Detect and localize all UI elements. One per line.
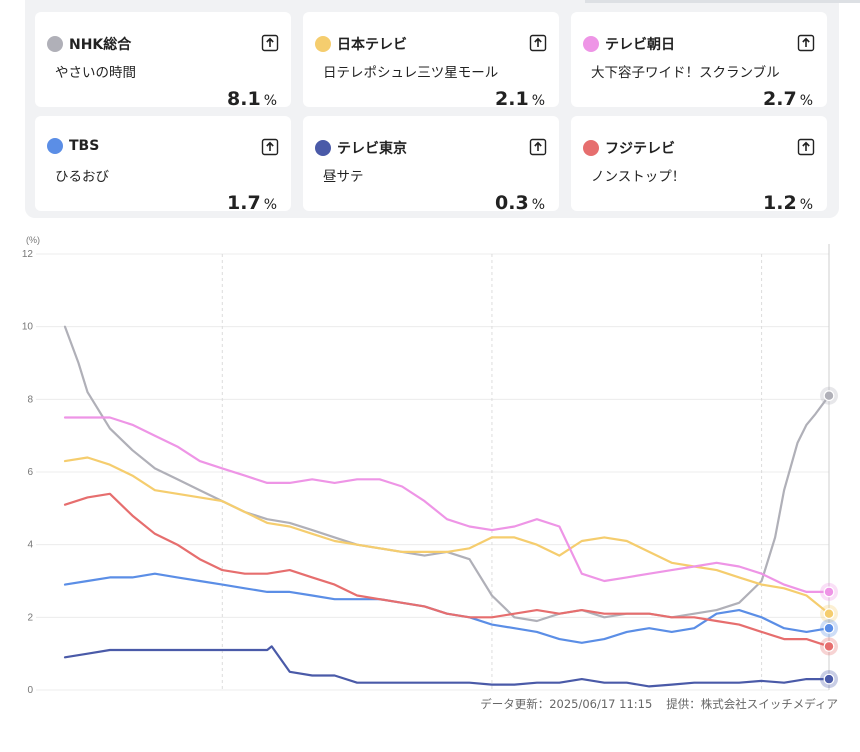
channel-card-tvtokyo[interactable]: テレビ東京 昼サテ 0.3% bbox=[303, 116, 559, 214]
card-header: テレビ東京 bbox=[315, 138, 407, 158]
chart-endpoints bbox=[820, 386, 838, 689]
channel-name: NHK総合 bbox=[69, 37, 132, 53]
chart-footer: データ更新：2025/06/17 11:15 提供：株式会社スイッチメディア bbox=[466, 696, 838, 712]
endpoint-marker bbox=[823, 390, 835, 402]
channel-color-dot bbox=[583, 36, 599, 52]
card-header: 日本テレビ bbox=[315, 34, 407, 54]
rating-unit: % bbox=[263, 93, 277, 109]
y-tick-label: 10 bbox=[22, 322, 34, 333]
share-icon[interactable] bbox=[529, 138, 547, 156]
series-line bbox=[63, 325, 831, 623]
provider-text: 提供：株式会社スイッチメディア bbox=[666, 697, 838, 711]
card-header: NHK総合 bbox=[47, 34, 131, 54]
channel-card-tvasahi[interactable]: テレビ朝日 大下容子ワイド！スクランブル 2.7% bbox=[571, 12, 827, 110]
channel-name: フジテレビ bbox=[605, 141, 675, 157]
chart-series bbox=[63, 325, 831, 688]
card-header: TBS bbox=[47, 138, 99, 154]
y-tick-label: 12 bbox=[22, 249, 34, 260]
chart-grid bbox=[36, 244, 830, 691]
channel-card-fujitv[interactable]: フジテレビ ノンストップ！ 1.2% bbox=[571, 116, 827, 214]
rating-number: 2.1 bbox=[495, 88, 529, 110]
program-title: やさいの時間 bbox=[55, 65, 136, 81]
series-line bbox=[63, 456, 831, 615]
y-tick-label: 2 bbox=[27, 612, 33, 623]
y-tick-label: 8 bbox=[27, 394, 33, 405]
share-icon[interactable] bbox=[261, 138, 279, 156]
share-icon[interactable] bbox=[797, 34, 815, 52]
program-title: ノンストップ！ bbox=[591, 169, 686, 185]
series-line bbox=[63, 572, 831, 644]
channel-color-dot bbox=[47, 138, 63, 154]
rating-number: 0.3 bbox=[495, 192, 529, 214]
rating-unit: % bbox=[263, 197, 277, 213]
rating-number: 2.7 bbox=[763, 88, 797, 110]
rating-unit: % bbox=[531, 197, 545, 213]
share-icon[interactable] bbox=[261, 34, 279, 52]
rating-unit: % bbox=[799, 93, 813, 109]
channel-name: テレビ東京 bbox=[337, 141, 407, 157]
rating-value: 8.1% bbox=[227, 88, 277, 110]
channel-card-tbs[interactable]: TBS ひるおび 1.7% bbox=[35, 116, 291, 214]
series-line bbox=[63, 416, 831, 593]
channel-color-dot bbox=[315, 140, 331, 156]
program-title: 日テレポシュレ三ツ星モール bbox=[323, 65, 499, 81]
series-line bbox=[63, 492, 831, 648]
program-title: 大下容子ワイド！スクランブル bbox=[591, 65, 780, 81]
endpoint-marker bbox=[823, 673, 835, 685]
rating-value: 2.7% bbox=[763, 88, 813, 110]
channel-card-nhk[interactable]: NHK総合 やさいの時間 8.1% bbox=[35, 12, 291, 110]
data-updated-text: データ更新：2025/06/17 11:15 bbox=[480, 697, 653, 711]
rating-unit: % bbox=[531, 93, 545, 109]
card-header: テレビ朝日 bbox=[583, 34, 675, 54]
panel-top-edge bbox=[585, 0, 860, 3]
endpoint-marker bbox=[823, 608, 835, 620]
rating-value: 0.3% bbox=[495, 192, 545, 214]
channel-card-ntv[interactable]: 日本テレビ 日テレポシュレ三ツ星モール 2.1% bbox=[303, 12, 559, 110]
program-title: ひるおび bbox=[55, 169, 109, 185]
series-line bbox=[63, 645, 831, 688]
channel-color-dot bbox=[583, 140, 599, 156]
rating-number: 8.1 bbox=[227, 88, 261, 110]
share-icon[interactable] bbox=[529, 34, 547, 52]
rating-value: 1.2% bbox=[763, 192, 813, 214]
rating-number: 1.7 bbox=[227, 192, 261, 214]
card-header: フジテレビ bbox=[583, 138, 675, 158]
program-title: 昼サテ bbox=[323, 169, 364, 185]
share-icon[interactable] bbox=[797, 138, 815, 156]
endpoint-marker bbox=[823, 586, 835, 598]
endpoint-marker bbox=[823, 622, 835, 634]
y-axis-unit-label: (%) bbox=[26, 235, 40, 245]
channel-color-dot bbox=[315, 36, 331, 52]
y-tick-label: 6 bbox=[27, 467, 33, 478]
channel-color-dot bbox=[47, 36, 63, 52]
y-tick-label: 0 bbox=[27, 685, 33, 696]
rating-unit: % bbox=[799, 197, 813, 213]
channel-name: テレビ朝日 bbox=[605, 37, 675, 53]
rating-value: 1.7% bbox=[227, 192, 277, 214]
rating-value: 2.1% bbox=[495, 88, 545, 110]
channel-name: 日本テレビ bbox=[337, 37, 407, 53]
y-tick-label: 4 bbox=[27, 540, 33, 551]
channel-name: TBS bbox=[69, 138, 100, 154]
rating-number: 1.2 bbox=[763, 192, 797, 214]
endpoint-marker bbox=[823, 641, 835, 652]
